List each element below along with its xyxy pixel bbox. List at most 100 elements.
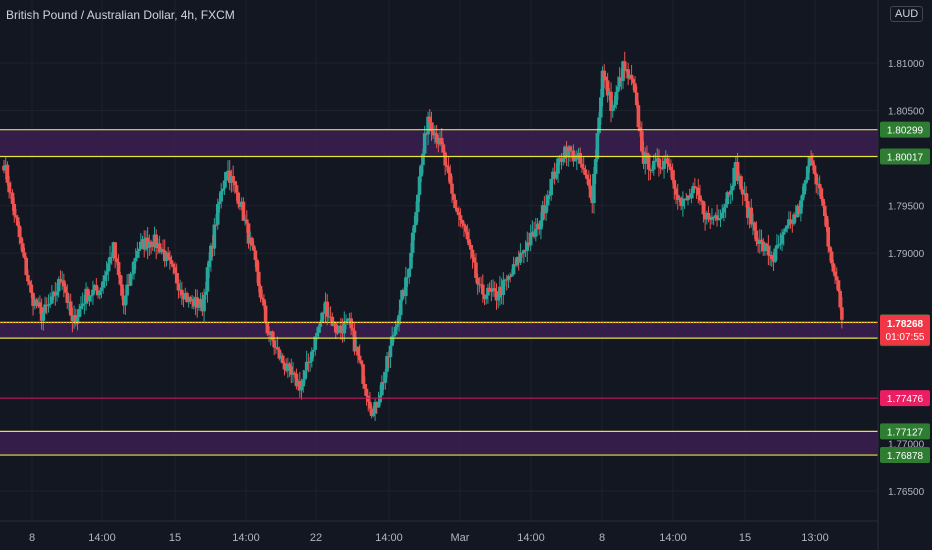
candle-up	[780, 234, 784, 244]
last-price-label: 1.78268 01:07:55	[880, 314, 930, 345]
candle-down	[63, 286, 68, 293]
candle-down	[833, 271, 837, 277]
candle-down	[352, 330, 357, 352]
price-tick-label: 1.77000	[888, 439, 925, 450]
candle-down	[265, 321, 270, 334]
candle-down	[696, 187, 701, 196]
time-tick-label: 8	[599, 532, 605, 544]
candle-up	[308, 361, 312, 363]
candle-down	[605, 80, 610, 96]
candle-up	[416, 194, 420, 213]
candle-up	[398, 299, 403, 316]
candle-down	[157, 243, 162, 253]
candle-down	[568, 146, 572, 152]
candle-down	[169, 260, 174, 265]
candle-down	[31, 293, 35, 306]
candle-down	[429, 122, 434, 132]
candle-down	[443, 152, 447, 166]
candle-down	[622, 61, 627, 71]
candle-down	[17, 225, 22, 238]
candle-up	[320, 312, 324, 323]
candle-down	[364, 388, 369, 396]
candle-up	[286, 363, 290, 371]
candle-down	[715, 215, 719, 220]
candle-down	[457, 211, 461, 216]
candle-down	[280, 355, 285, 364]
currency-button[interactable]: AUD	[890, 6, 924, 22]
candle-down	[361, 364, 365, 384]
candle-down	[580, 163, 584, 168]
candle-up	[48, 303, 52, 305]
candle-up	[662, 160, 666, 169]
candle-up	[82, 303, 87, 305]
candle-down	[246, 223, 251, 244]
candle-down	[634, 92, 639, 106]
candle-up	[592, 173, 596, 204]
candle-up	[103, 275, 107, 282]
time-tick-label: Mar	[451, 532, 470, 544]
candle-up	[132, 261, 136, 274]
candle-down	[7, 182, 11, 193]
time-tick-label: 13:00	[801, 532, 829, 544]
time-tick-label: 14:00	[659, 532, 687, 544]
candle-up	[407, 268, 412, 277]
candle-up	[79, 305, 83, 309]
candle-up	[385, 356, 389, 372]
candle-up	[376, 402, 381, 408]
candle-down	[811, 160, 815, 166]
candle-down	[752, 222, 757, 231]
candle-down	[161, 249, 165, 251]
candle-up	[313, 336, 318, 350]
candle-up	[804, 180, 808, 184]
candle-down	[333, 321, 338, 333]
candle-down	[195, 297, 200, 308]
candle-up	[159, 249, 164, 253]
candle-down	[640, 130, 644, 152]
candle-up	[522, 250, 526, 254]
candle-down	[12, 203, 17, 216]
candle-up	[130, 273, 135, 275]
candle-down	[481, 284, 485, 295]
candle-down	[693, 186, 697, 188]
candle-down	[740, 189, 745, 195]
candle-down	[439, 137, 444, 145]
candle-down	[817, 183, 822, 189]
price-label-text: 1.76878	[887, 451, 924, 462]
candle-down	[173, 267, 177, 274]
candle-down	[5, 164, 10, 183]
candle-down	[694, 187, 699, 189]
candle-down	[19, 237, 23, 244]
candle-down	[453, 199, 458, 208]
candle-down	[840, 307, 844, 320]
price-label-bg	[880, 148, 930, 165]
candle-up	[681, 199, 685, 207]
price-tick-label: 1.80500	[888, 107, 925, 118]
candle-down	[504, 279, 509, 281]
candle-up	[554, 173, 559, 179]
candle-down	[838, 290, 842, 308]
candle-up	[337, 325, 341, 333]
candle-up	[80, 303, 85, 306]
candle-down	[62, 280, 66, 287]
candle-down	[508, 276, 512, 278]
candle-up	[75, 316, 80, 324]
candle-up	[610, 107, 615, 112]
candle-up	[50, 296, 54, 304]
candle-down	[113, 242, 117, 259]
candle-down	[824, 215, 829, 228]
candle-down	[834, 276, 839, 281]
candle-down	[149, 241, 153, 245]
candle-up	[506, 276, 511, 280]
candle-up	[689, 193, 694, 199]
candle-up	[380, 382, 384, 396]
candle-up	[621, 61, 625, 81]
time-tick-label: 8	[29, 532, 35, 544]
candle-down	[633, 83, 637, 93]
candle-up	[217, 201, 222, 205]
time-tick-label: 14:00	[232, 532, 260, 544]
candle-down	[675, 194, 680, 200]
candle-up	[802, 183, 807, 195]
candle-up	[486, 287, 490, 296]
candle-up	[56, 279, 61, 292]
